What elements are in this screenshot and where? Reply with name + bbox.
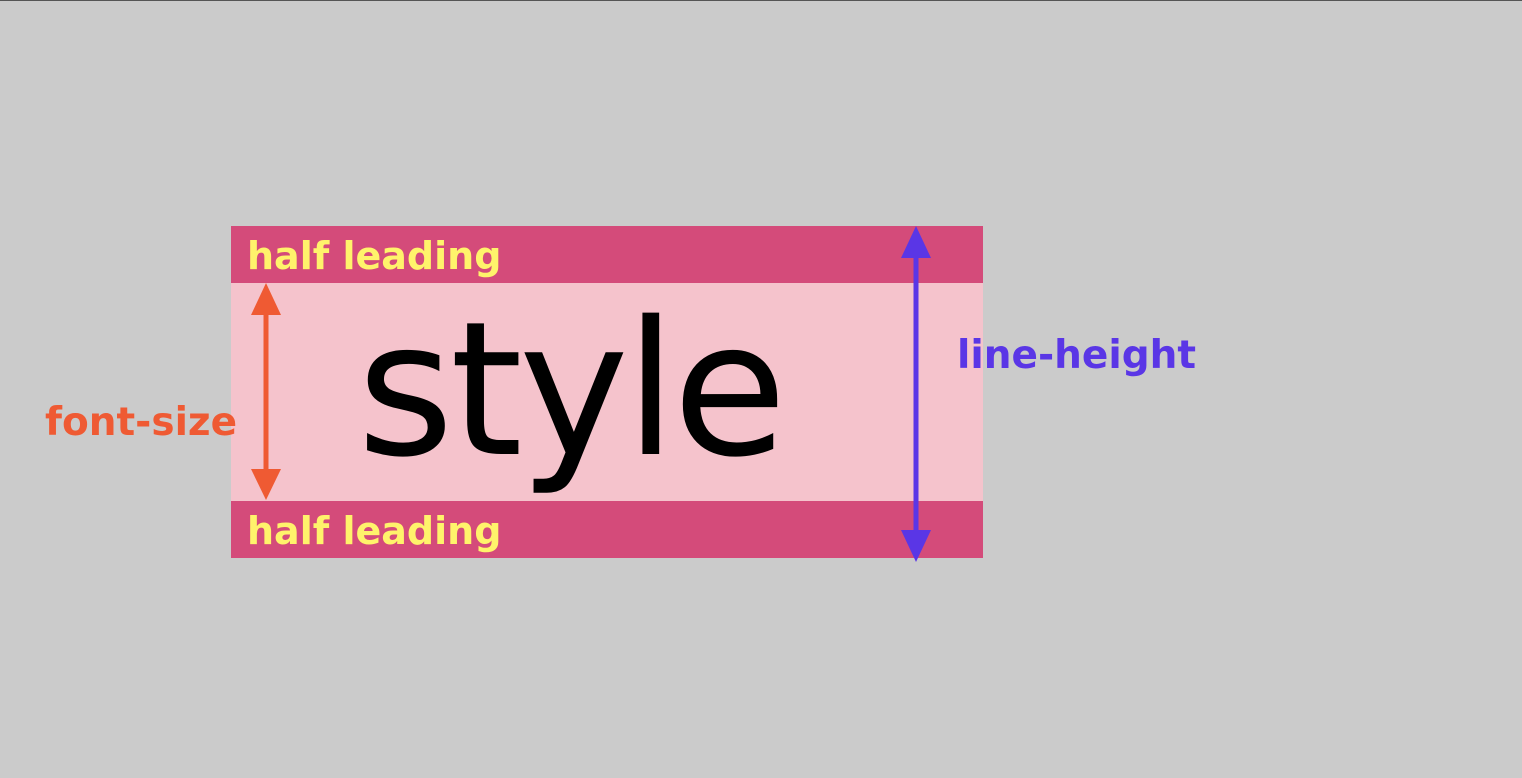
half-leading-bottom-band: half leading [231, 501, 983, 558]
half-leading-top-label: half leading [247, 234, 502, 278]
line-box: half leading style half leading [231, 226, 983, 559]
font-size-arrow-head-bottom [251, 469, 281, 500]
line-height-arrow-head-bottom [901, 530, 931, 562]
line-height-arrow-head-top [901, 226, 931, 258]
font-size-arrow-icon [251, 283, 281, 500]
half-leading-top-band: half leading [231, 226, 983, 283]
font-size-arrow-head-top [251, 283, 281, 315]
sample-text: style [357, 281, 787, 498]
line-height-label: line-height [957, 333, 1197, 378]
line-height-arrow-icon [901, 226, 931, 562]
content-area: style [231, 283, 983, 501]
half-leading-bottom-label: half leading [247, 509, 502, 553]
font-size-label: font-size [45, 400, 238, 445]
